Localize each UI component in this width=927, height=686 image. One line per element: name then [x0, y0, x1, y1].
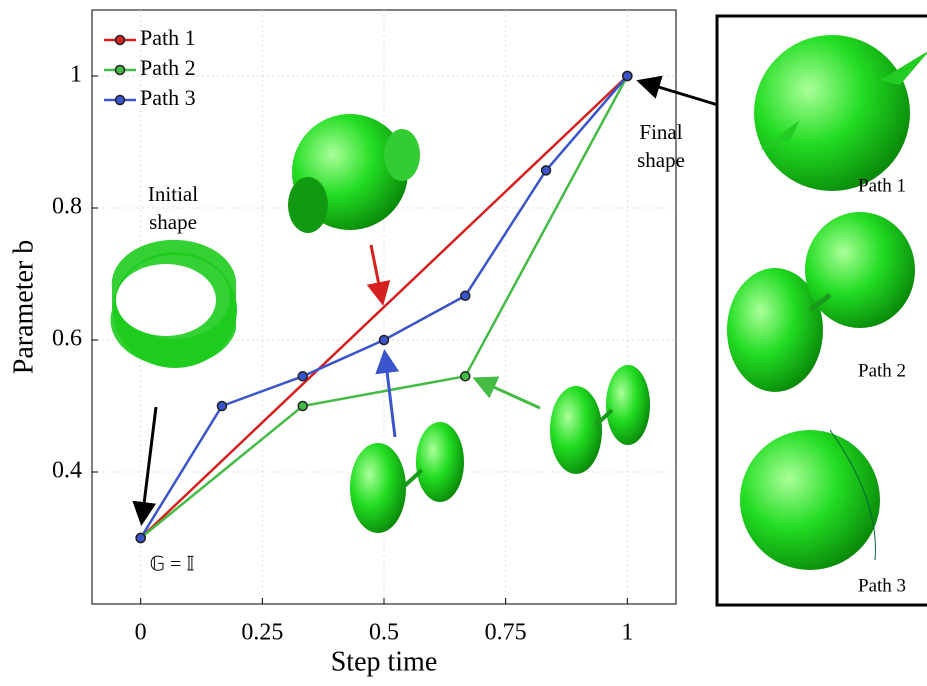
x-tick-label: 1	[621, 620, 633, 646]
data-point	[298, 372, 307, 381]
annotation: Initial shape	[128, 180, 218, 236]
legend-label: Path 1	[140, 25, 196, 50]
x-tick-label: 0	[135, 620, 147, 646]
y-axis-label: Parameter b	[8, 240, 39, 375]
legend-marker	[116, 36, 125, 45]
page: 0 0.25 0.5 0.75 1 0.4 0.6 0.8 1 Step time Paramete…	[0, 0, 927, 686]
annotation: Final shape	[626, 118, 696, 174]
x-axis-label: Step time	[331, 646, 438, 677]
panel-label: Path 2	[858, 360, 906, 381]
legend-marker	[116, 96, 125, 105]
data-point	[461, 372, 470, 381]
y-tick-label: 0.4	[52, 458, 82, 484]
data-point	[542, 166, 551, 175]
y-tick-label: 0.6	[52, 326, 82, 352]
data-point	[217, 402, 226, 411]
data-point	[623, 72, 632, 81]
legend-marker	[116, 66, 125, 75]
legend-label: Path 2	[140, 55, 196, 80]
data-point	[298, 402, 307, 411]
x-tick-label: 0.75	[485, 620, 527, 646]
annotation: 𝔾 = 𝕀	[150, 554, 195, 576]
panel-label: Path 3	[858, 575, 906, 596]
data-point	[380, 336, 389, 345]
legend-label: Path 3	[140, 85, 196, 110]
data-point	[136, 534, 145, 543]
y-tick-label: 1	[70, 62, 82, 88]
panel-label: Path 1	[858, 175, 906, 196]
chart: 0 0.25 0.5 0.75 1 0.4 0.6 0.8 1 Step time Paramete…	[0, 0, 927, 686]
y-tick-label: 0.8	[52, 194, 82, 220]
x-tick-label: 0.5	[369, 620, 399, 646]
data-point	[461, 291, 470, 300]
x-tick-label: 0.25	[241, 620, 283, 646]
